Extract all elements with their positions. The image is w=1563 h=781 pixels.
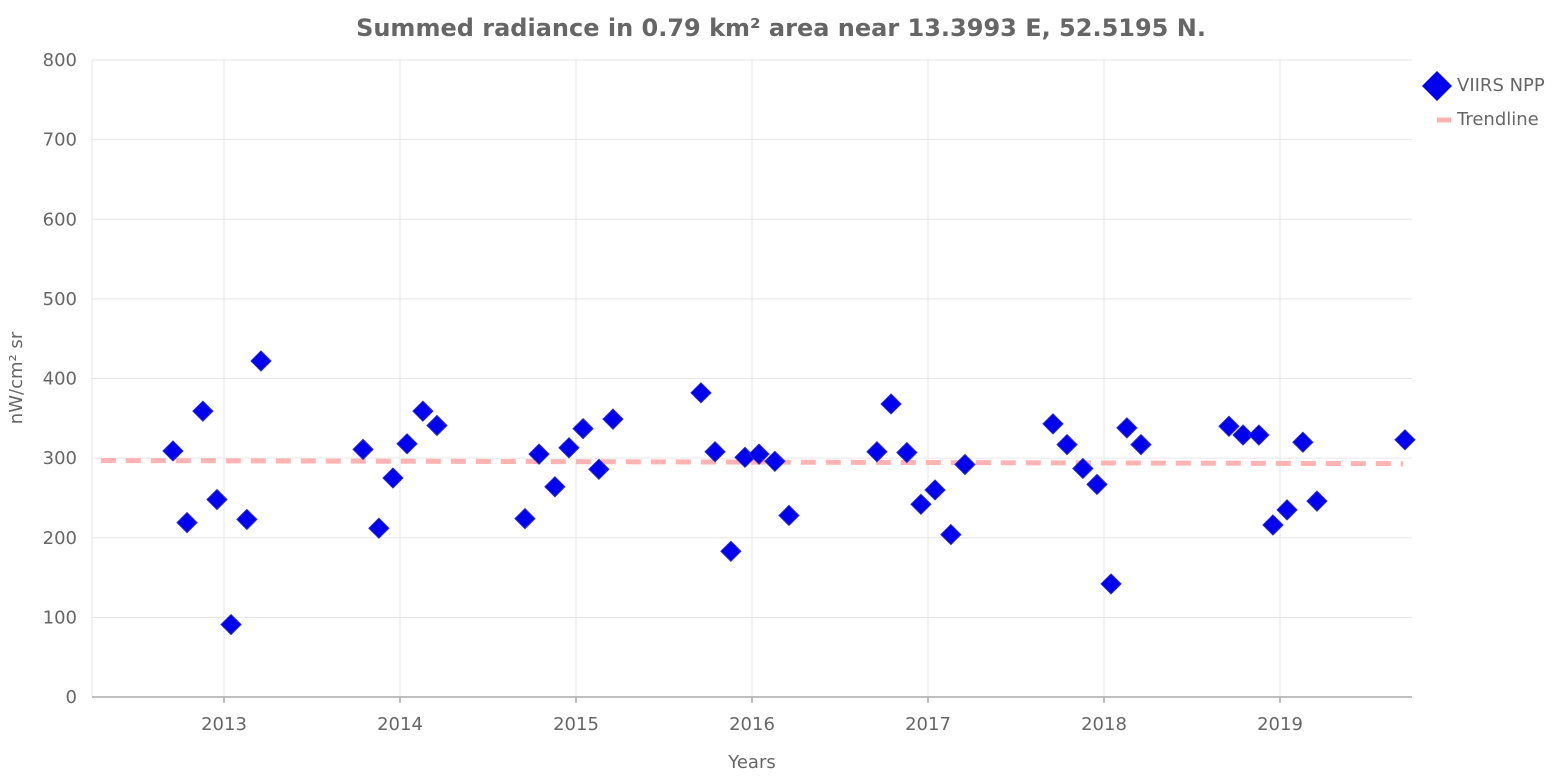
data-point[interactable] — [940, 523, 962, 546]
data-point[interactable] — [352, 438, 374, 461]
legend-item-trendline[interactable]: Trendline — [1437, 109, 1539, 130]
grid-layer — [92, 59, 1412, 697]
data-point[interactable] — [176, 511, 198, 534]
chart-title: Summed radiance in 0.79 km² area near 13… — [356, 14, 1206, 42]
data-point[interactable] — [1086, 473, 1108, 496]
legend-diamond-icon — [1422, 71, 1452, 101]
x-tick-label: 2013 — [201, 714, 247, 735]
data-point[interactable] — [748, 443, 770, 465]
data-point[interactable] — [602, 408, 624, 430]
legend-label-trendline: Trendline — [1456, 109, 1539, 130]
data-point[interactable] — [162, 440, 184, 462]
data-point[interactable] — [1218, 415, 1240, 437]
data-point[interactable] — [572, 417, 594, 440]
axis-layer: 0 100 200 300 400 500 600 700 800 2013 2014 2015 201… — [43, 50, 1412, 735]
data-point[interactable] — [954, 453, 976, 476]
data-point[interactable] — [514, 507, 536, 530]
data-point[interactable] — [558, 437, 580, 459]
y-tick-label: 600 — [43, 209, 77, 230]
data-point[interactable] — [1042, 413, 1064, 435]
y-tick-label: 100 — [43, 607, 77, 628]
data-point[interactable] — [206, 488, 228, 511]
data-point[interactable] — [1262, 514, 1284, 536]
trendline — [100, 458, 1404, 467]
data-point[interactable] — [250, 350, 272, 372]
data-point[interactable] — [866, 441, 888, 463]
data-point[interactable] — [382, 467, 404, 489]
x-tick-label: 2019 — [1257, 714, 1303, 735]
data-point[interactable] — [544, 476, 566, 498]
data-point[interactable] — [778, 504, 800, 527]
legend[interactable]: VIIRS NPP Trendline — [1422, 71, 1545, 130]
data-point[interactable] — [1116, 417, 1138, 439]
y-tick-label: 0 — [66, 687, 77, 708]
data-point[interactable] — [396, 433, 418, 455]
data-point[interactable] — [880, 393, 902, 415]
data-point[interactable] — [426, 414, 448, 437]
data-point[interactable] — [1306, 490, 1328, 512]
x-tick-label: 2014 — [377, 714, 423, 735]
data-point[interactable] — [1394, 429, 1416, 451]
data-point[interactable] — [924, 479, 946, 501]
data-point[interactable] — [720, 540, 742, 562]
data-point[interactable] — [1232, 424, 1254, 446]
data-point[interactable] — [1292, 431, 1314, 453]
y-axis-label: nW/cm² sr — [6, 331, 27, 424]
data-point[interactable] — [704, 441, 726, 463]
data-point[interactable] — [1056, 433, 1078, 456]
data-point[interactable] — [236, 508, 258, 531]
x-axis-label: Years — [727, 752, 776, 773]
data-point[interactable] — [690, 382, 712, 404]
data-point[interactable] — [192, 400, 214, 422]
legend-item-viirs[interactable]: VIIRS NPP — [1422, 71, 1545, 101]
legend-label-viirs: VIIRS NPP — [1457, 75, 1545, 96]
data-point[interactable] — [1072, 457, 1094, 480]
trendline-layer — [100, 458, 1404, 467]
data-point[interactable] — [220, 613, 242, 636]
data-point[interactable] — [1100, 573, 1122, 595]
data-point[interactable] — [896, 441, 918, 464]
data-point[interactable] — [528, 443, 550, 465]
y-tick-label: 300 — [43, 448, 77, 469]
data-point[interactable] — [910, 493, 932, 516]
data-point[interactable] — [1276, 499, 1298, 521]
data-point[interactable] — [764, 450, 786, 473]
x-tick-label: 2016 — [729, 714, 775, 735]
points-layer — [162, 350, 1416, 636]
y-tick-label: 700 — [43, 130, 77, 151]
y-tick-label: 200 — [43, 528, 77, 549]
x-tick-label: 2015 — [553, 714, 599, 735]
x-tick-label: 2017 — [905, 714, 951, 735]
data-point[interactable] — [1248, 424, 1270, 446]
y-tick-label: 800 — [43, 50, 77, 71]
x-tick-label: 2018 — [1081, 714, 1127, 735]
data-point[interactable] — [1130, 433, 1152, 456]
y-tick-label: 400 — [43, 369, 77, 390]
data-point[interactable] — [412, 400, 434, 422]
data-point[interactable] — [588, 458, 610, 480]
y-tick-label: 500 — [43, 289, 77, 310]
data-point[interactable] — [368, 517, 390, 539]
